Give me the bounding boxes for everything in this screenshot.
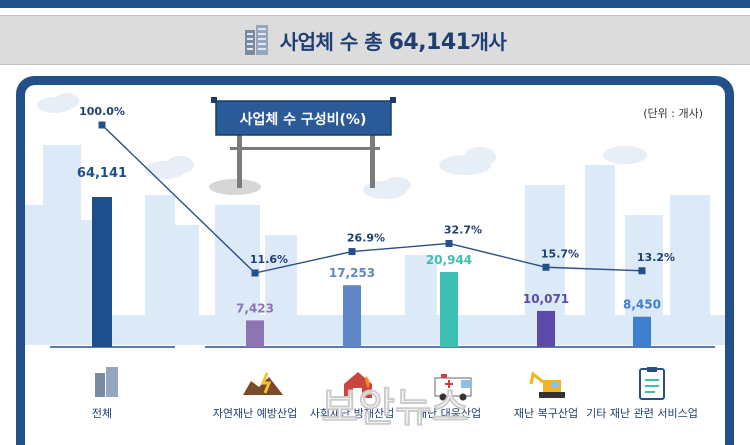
- value-label-4: 10,071: [523, 292, 569, 306]
- share-line-layer: [98, 121, 646, 277]
- excavator-icon: [529, 371, 565, 398]
- category-label-0: 전체: [92, 407, 112, 420]
- chart-panel: (단위 : 개사): [25, 85, 725, 445]
- share-point-0: [98, 121, 106, 129]
- top-band: [0, 0, 750, 8]
- share-point-4: [542, 263, 550, 271]
- value-label-5: 8,450: [623, 298, 661, 312]
- title-number: 64,141: [388, 29, 471, 55]
- ambulance-icon: [434, 374, 472, 401]
- category-label-5: 기타 재난 관련 서비스업: [586, 407, 698, 420]
- category-label-2: 사회재난 방재산업: [310, 407, 394, 420]
- labels-layer: 64,141 7,423 17,253 20,944 10,071 8,450 100.0%…: [77, 105, 698, 420]
- header-bar: 사업체 수 총 64,141개사: [0, 15, 750, 65]
- landslide-icon: [243, 372, 283, 395]
- signboard: 사업체 수 구성비(%): [211, 97, 396, 188]
- share-point-3: [445, 239, 453, 247]
- category-label-4: 재난 복구산업: [514, 407, 578, 420]
- bar-0: [92, 197, 112, 347]
- share-label-0: 100.0%: [79, 105, 125, 118]
- checklist-icon: [639, 367, 665, 400]
- sign-label: 사업체 수 구성비(%): [240, 112, 367, 128]
- bar-5: [633, 316, 651, 347]
- bar-1: [246, 320, 264, 347]
- share-point-1: [251, 269, 259, 277]
- cloud-decorations: [37, 93, 647, 199]
- page-title: 사업체 수 총 64,141개사: [280, 26, 507, 55]
- bar-2: [343, 285, 361, 347]
- value-label-2: 17,253: [329, 266, 375, 280]
- value-label-3: 20,944: [426, 253, 472, 267]
- bar-4: [537, 310, 555, 347]
- share-label-5: 13.2%: [637, 251, 675, 264]
- share-point-5: [638, 267, 646, 275]
- building-icon: [244, 25, 268, 55]
- share-point-2: [348, 248, 356, 256]
- chart-svg: 사업체 수 구성비(%) 64,141 7,423 17,253 20,944 10,0…: [25, 93, 725, 431]
- share-line: [101, 124, 643, 274]
- unit-label: (단위 : 개사): [643, 107, 703, 120]
- share-label-4: 15.7%: [541, 247, 579, 260]
- title-suffix: 개사: [470, 29, 507, 54]
- value-label-0: 64,141: [77, 166, 127, 181]
- title-prefix: 사업체 수 총: [279, 29, 389, 54]
- value-label-1: 7,423: [236, 301, 274, 315]
- building-category-icon: [95, 367, 118, 397]
- category-label-1: 자연재난 예방산업: [213, 407, 297, 420]
- share-label-3: 32.7%: [444, 223, 482, 236]
- share-label-1: 11.6%: [250, 253, 288, 266]
- share-label-2: 26.9%: [347, 232, 385, 245]
- chart-panel-frame: (단위 : 개사): [16, 76, 734, 445]
- watermark: 보안뉴스: [321, 385, 468, 431]
- house-fire-icon: [344, 372, 372, 398]
- cityscape-background: [25, 145, 725, 345]
- bar-3: [440, 272, 458, 347]
- bars-layer: [92, 197, 651, 347]
- category-label-3: 재난 대응산업: [417, 407, 481, 420]
